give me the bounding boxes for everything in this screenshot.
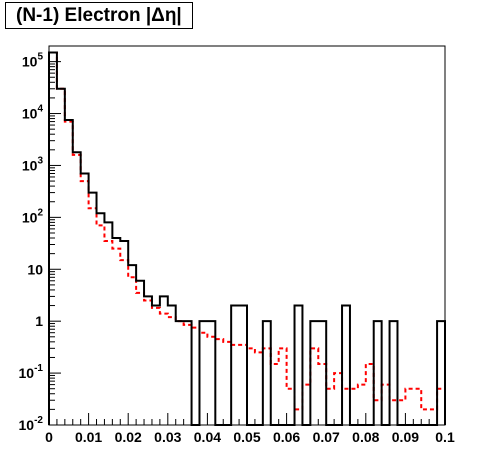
x-tick-label: 0.01 <box>75 429 102 445</box>
chart-title-box: (N-1) Electron |Δη| <box>5 2 193 29</box>
x-tick-label: 0.04 <box>194 429 221 445</box>
x-tick-label: 0.08 <box>352 429 379 445</box>
series-line-red <box>48 51 446 425</box>
x-axis: 0 0.01 0.02 0.03 0.04 0.05 0.06 0.07 0.08 0.09 0.1 <box>45 413 455 445</box>
x-tick-label: 0 <box>45 429 53 445</box>
x-tick-label: 0.1 <box>435 429 455 445</box>
y-tick-label: 10-2 <box>19 415 44 433</box>
y-tick-label: 102 <box>22 207 44 225</box>
y-tick-label: 10-1 <box>19 363 44 381</box>
series-line-black <box>48 51 446 426</box>
x-tick-label: 0.07 <box>313 429 340 445</box>
series-layer <box>48 51 446 426</box>
y-tick-label: 105 <box>22 52 44 70</box>
y-axis: 10-2 10-1 1 10 102 103 104 105 <box>19 45 61 433</box>
y-tick-label: 103 <box>22 155 44 173</box>
x-tick-label: 0.03 <box>154 429 181 445</box>
x-tick-label: 0.09 <box>392 429 419 445</box>
x-tick-label: 0.05 <box>233 429 260 445</box>
y-tick-label: 10 <box>27 261 43 277</box>
y-tick-label: 104 <box>22 104 44 122</box>
chart-title: (N-1) Electron |Δη| <box>16 4 182 26</box>
x-tick-label: 0.02 <box>115 429 142 445</box>
y-tick-label: 1 <box>35 313 43 329</box>
x-tick-label: 0.06 <box>273 429 300 445</box>
